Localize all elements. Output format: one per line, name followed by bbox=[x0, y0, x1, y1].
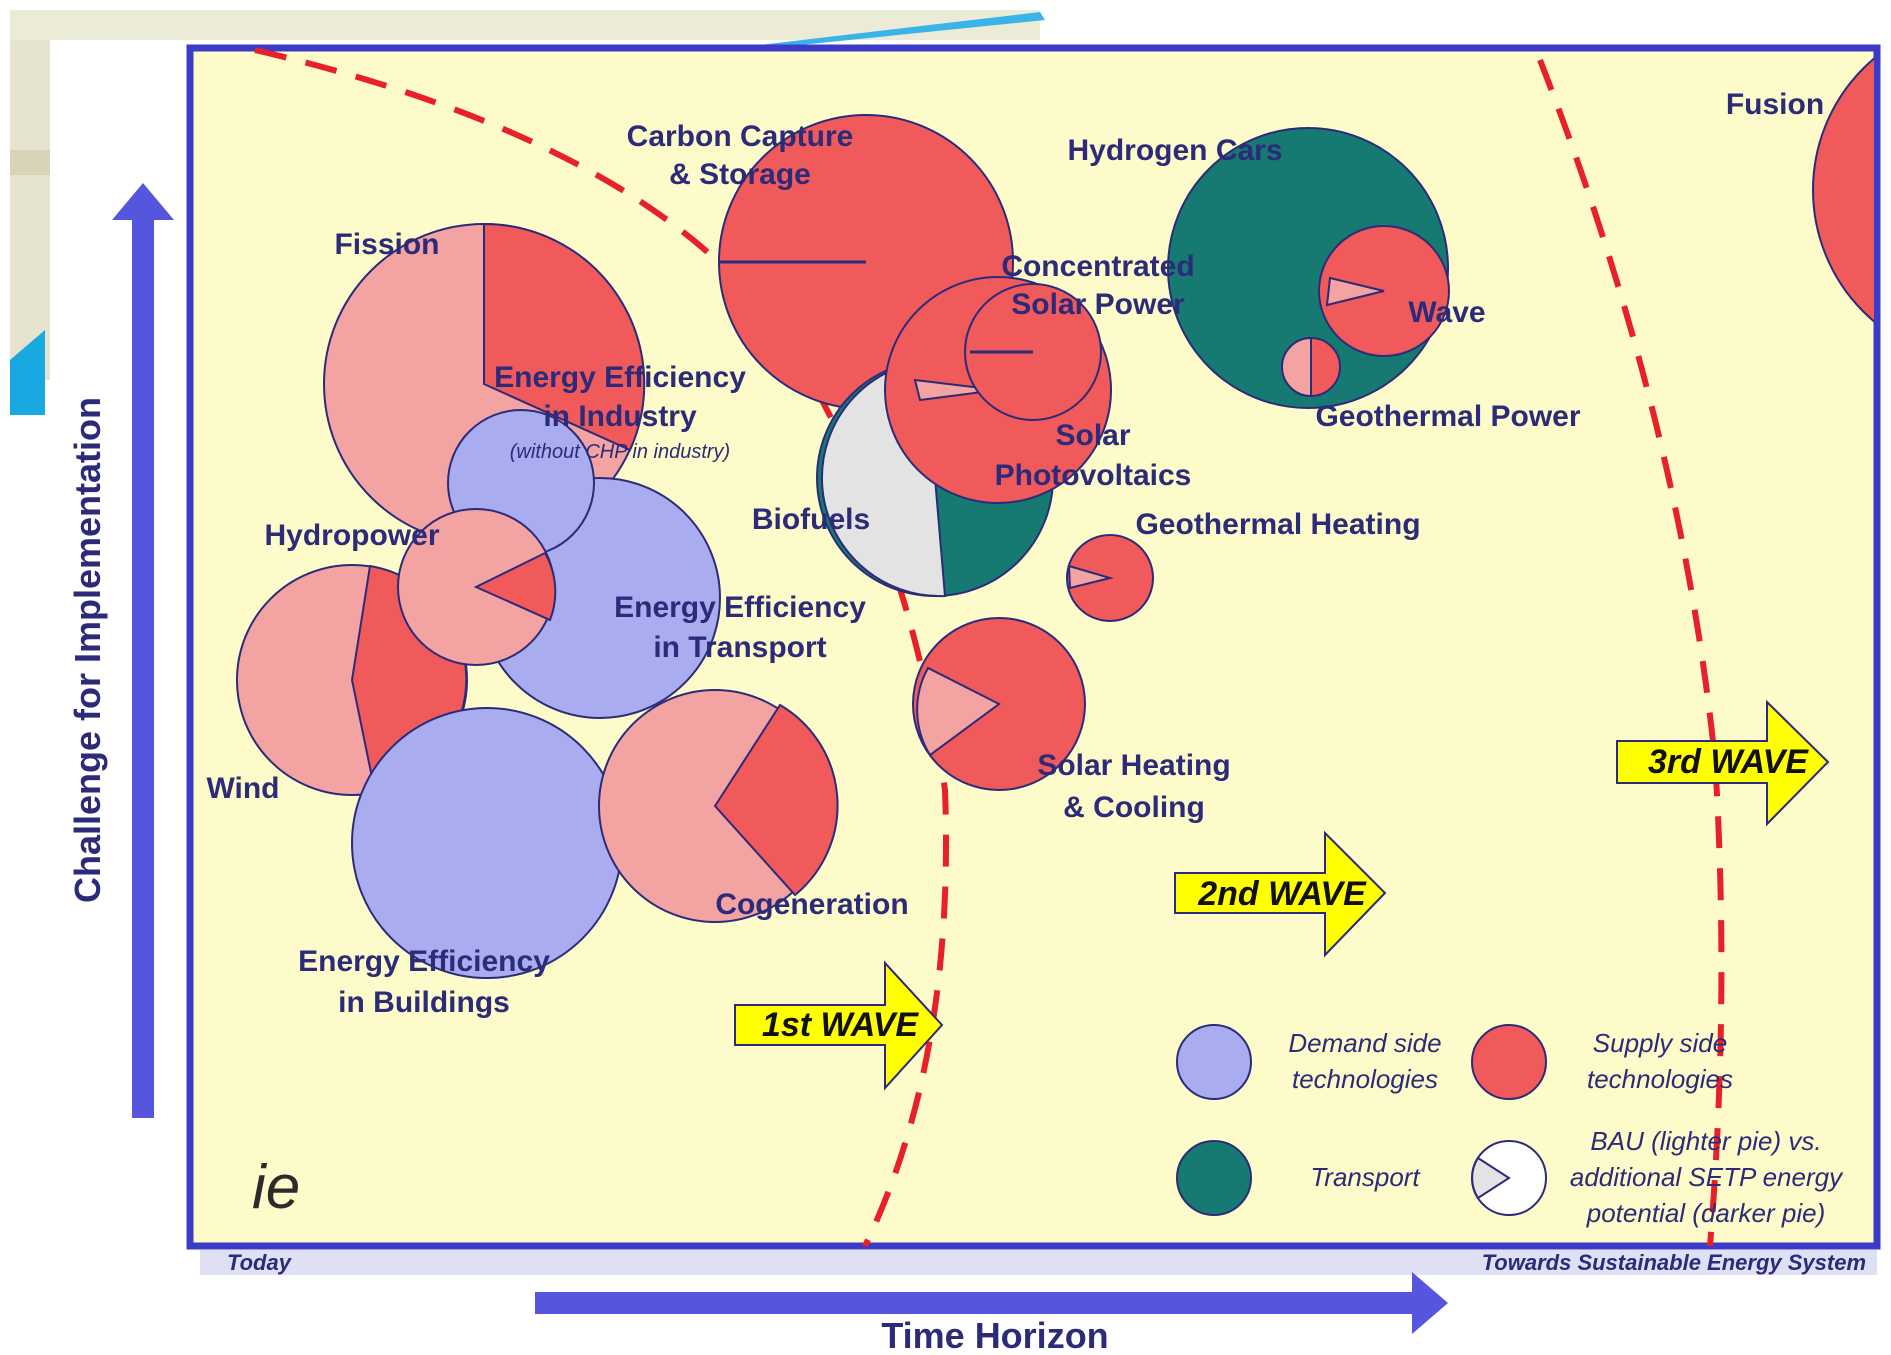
label-geothermal-power: Geothermal Power bbox=[1315, 400, 1580, 433]
legend-demand-label: Demand side technologies bbox=[1288, 1028, 1441, 1094]
first-wave-arrow: 1st WAVE bbox=[734, 960, 944, 1091]
label-ee-industry-note: (without CHP in industry) bbox=[510, 441, 730, 463]
label-csp-line2: Solar Power bbox=[1011, 288, 1185, 321]
bubble-geothermal-power bbox=[1281, 336, 1341, 398]
bubble-wave bbox=[1318, 225, 1450, 357]
legend-bau-swatch bbox=[1471, 1140, 1547, 1216]
bubble-fusion bbox=[1812, 57, 1874, 323]
label-wave: Wave bbox=[1408, 296, 1485, 329]
label-ee-industry-line2: in Industry bbox=[543, 400, 697, 433]
second-wave-boundary bbox=[1537, 58, 1725, 1247]
panel-footer-band bbox=[200, 1250, 1877, 1275]
label-ee-industry-line1: Energy Efficiency bbox=[494, 361, 746, 394]
slide-side-accent bbox=[10, 330, 45, 415]
legend-transport-label: Transport bbox=[1310, 1162, 1421, 1192]
label-ccs-line2: & Storage bbox=[669, 158, 811, 191]
logo-mark: ie bbox=[252, 1153, 300, 1222]
first-wave-label: 1st WAVE bbox=[762, 1006, 920, 1044]
label-hydropower: Hydropower bbox=[264, 519, 439, 552]
label-solar-heating-line1: Solar Heating bbox=[1037, 749, 1230, 782]
y-axis-label: Challenge for Implementation bbox=[67, 397, 108, 903]
label-solar-heating-line2: & Cooling bbox=[1063, 791, 1205, 824]
second-wave-label: 2nd WAVE bbox=[1197, 875, 1367, 913]
label-cogeneration: Cogeneration bbox=[715, 888, 908, 921]
label-ee-transport-line1: Energy Efficiency bbox=[614, 591, 866, 624]
label-solar-pv-line2: Photovoltaics bbox=[995, 459, 1192, 492]
legend-supply-label: Supply side technologies bbox=[1587, 1028, 1733, 1094]
label-geothermal-heating: Geothermal Heating bbox=[1135, 508, 1420, 541]
legend: Demand side technologies Supply side techn… bbox=[1176, 1024, 1844, 1228]
bubble-geothermal-heating bbox=[1066, 534, 1154, 622]
second-wave-arrow: 2nd WAVE bbox=[1174, 830, 1387, 958]
slide-side-band bbox=[10, 40, 50, 380]
bubble-solar-heating-cooling bbox=[912, 617, 1086, 791]
label-hydrogen-cars: Hydrogen Cars bbox=[1067, 134, 1282, 167]
label-ee-transport-line2: in Transport bbox=[653, 631, 826, 664]
third-wave-label: 3rd WAVE bbox=[1648, 743, 1809, 781]
third-wave-arrow: 3rd WAVE bbox=[1616, 699, 1830, 827]
x-axis-label: Time Horizon bbox=[881, 1315, 1108, 1355]
label-ccs-line1: Carbon Capture bbox=[627, 120, 854, 153]
legend-transport-swatch bbox=[1176, 1140, 1252, 1216]
x-axis-arrow bbox=[535, 1272, 1448, 1334]
bubble-ee-buildings bbox=[351, 707, 623, 979]
institute-logo: ie bbox=[252, 1153, 300, 1222]
label-fission: Fission bbox=[334, 228, 439, 261]
label-solar-pv-line1: Solar bbox=[1055, 419, 1130, 452]
y-axis-arrow bbox=[112, 183, 174, 1118]
label-ee-buildings-line1: Energy Efficiency bbox=[298, 945, 550, 978]
legend-supply-swatch bbox=[1471, 1024, 1547, 1100]
slide-accent bbox=[760, 12, 1045, 45]
label-biofuels: Biofuels bbox=[752, 503, 870, 536]
label-wind: Wind bbox=[206, 772, 279, 805]
bubble-cogeneration bbox=[598, 689, 839, 923]
legend-demand-swatch bbox=[1176, 1024, 1252, 1100]
slide-header-band bbox=[10, 10, 1040, 40]
legend-bau-label: BAU (lighter pie) vs. additional SETP ene… bbox=[1570, 1126, 1844, 1228]
label-ee-buildings-line2: in Buildings bbox=[338, 986, 510, 1019]
bubble-concentrated-solar-power bbox=[964, 283, 1102, 421]
x-end-label: Towards Sustainable Energy System bbox=[1482, 1250, 1866, 1275]
x-start-label: Today bbox=[227, 1250, 293, 1275]
label-csp-line1: Concentrated bbox=[1001, 250, 1194, 283]
label-fusion: Fusion bbox=[1726, 88, 1824, 121]
bubble-hydropower bbox=[397, 508, 557, 666]
